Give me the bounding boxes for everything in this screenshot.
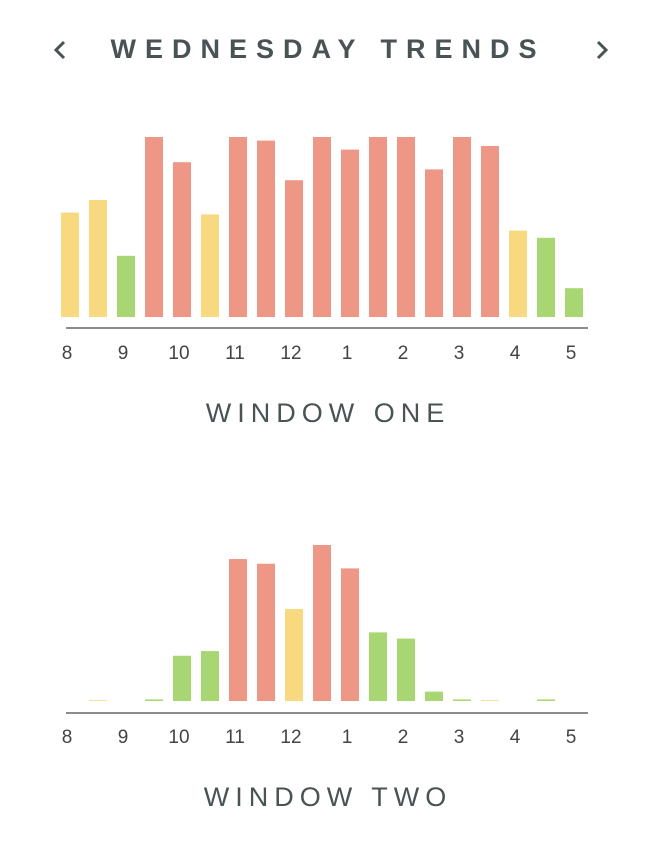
bar [313, 545, 331, 701]
x-tick-label: 8 [62, 727, 73, 748]
x-tick-label: 3 [454, 343, 465, 364]
bar [257, 563, 275, 701]
bar [117, 255, 135, 317]
bar [565, 288, 583, 317]
bar [397, 638, 415, 701]
bar [285, 608, 303, 701]
bar [313, 137, 331, 317]
bar [229, 559, 247, 701]
bar [481, 146, 499, 317]
chart-title: WINDOW TWO [204, 782, 452, 812]
bar [173, 162, 191, 317]
bar [341, 568, 359, 701]
bar [145, 699, 163, 701]
bar [481, 700, 499, 701]
x-tick-label: 9 [118, 343, 129, 364]
x-tick-label: 4 [510, 727, 521, 748]
bar [61, 212, 79, 317]
x-tick-label: 12 [280, 343, 301, 364]
bar [173, 655, 191, 701]
x-tick-label: 11 [225, 727, 245, 748]
x-tick-label: 4 [510, 343, 521, 364]
x-tick-label: 10 [168, 727, 189, 748]
bar [341, 149, 359, 317]
bar [453, 699, 471, 701]
x-tick-label: 10 [168, 343, 189, 364]
x-tick-label: 11 [225, 343, 245, 364]
bar [537, 237, 555, 317]
bar [201, 651, 219, 701]
x-tick-label: 12 [280, 727, 301, 748]
chart-title: WINDOW ONE [206, 398, 450, 428]
bar [145, 137, 163, 317]
x-tick-label: 3 [454, 727, 465, 748]
bar [453, 137, 471, 317]
bar [397, 137, 415, 317]
x-tick-label: 1 [342, 343, 353, 364]
prev-arrow[interactable] [53, 40, 66, 60]
bar [369, 632, 387, 701]
x-tick-label: 2 [398, 343, 409, 364]
bar [509, 230, 527, 317]
bar [285, 180, 303, 317]
bar [369, 137, 387, 317]
x-tick-label: 1 [342, 727, 353, 748]
x-tick-label: 5 [566, 343, 577, 364]
bar [425, 169, 443, 317]
bar [201, 214, 219, 317]
x-tick-label: 9 [118, 727, 129, 748]
x-tick-label: 8 [62, 343, 73, 364]
bar [229, 137, 247, 317]
bar [425, 691, 443, 701]
bar [89, 200, 107, 317]
x-tick-label: 5 [566, 727, 577, 748]
bar [537, 699, 555, 701]
x-tick-label: 2 [398, 727, 409, 748]
next-arrow[interactable] [596, 40, 609, 60]
bar [257, 140, 275, 317]
page-title: WEDNESDAY TRENDS [110, 34, 545, 64]
bar [89, 700, 107, 701]
